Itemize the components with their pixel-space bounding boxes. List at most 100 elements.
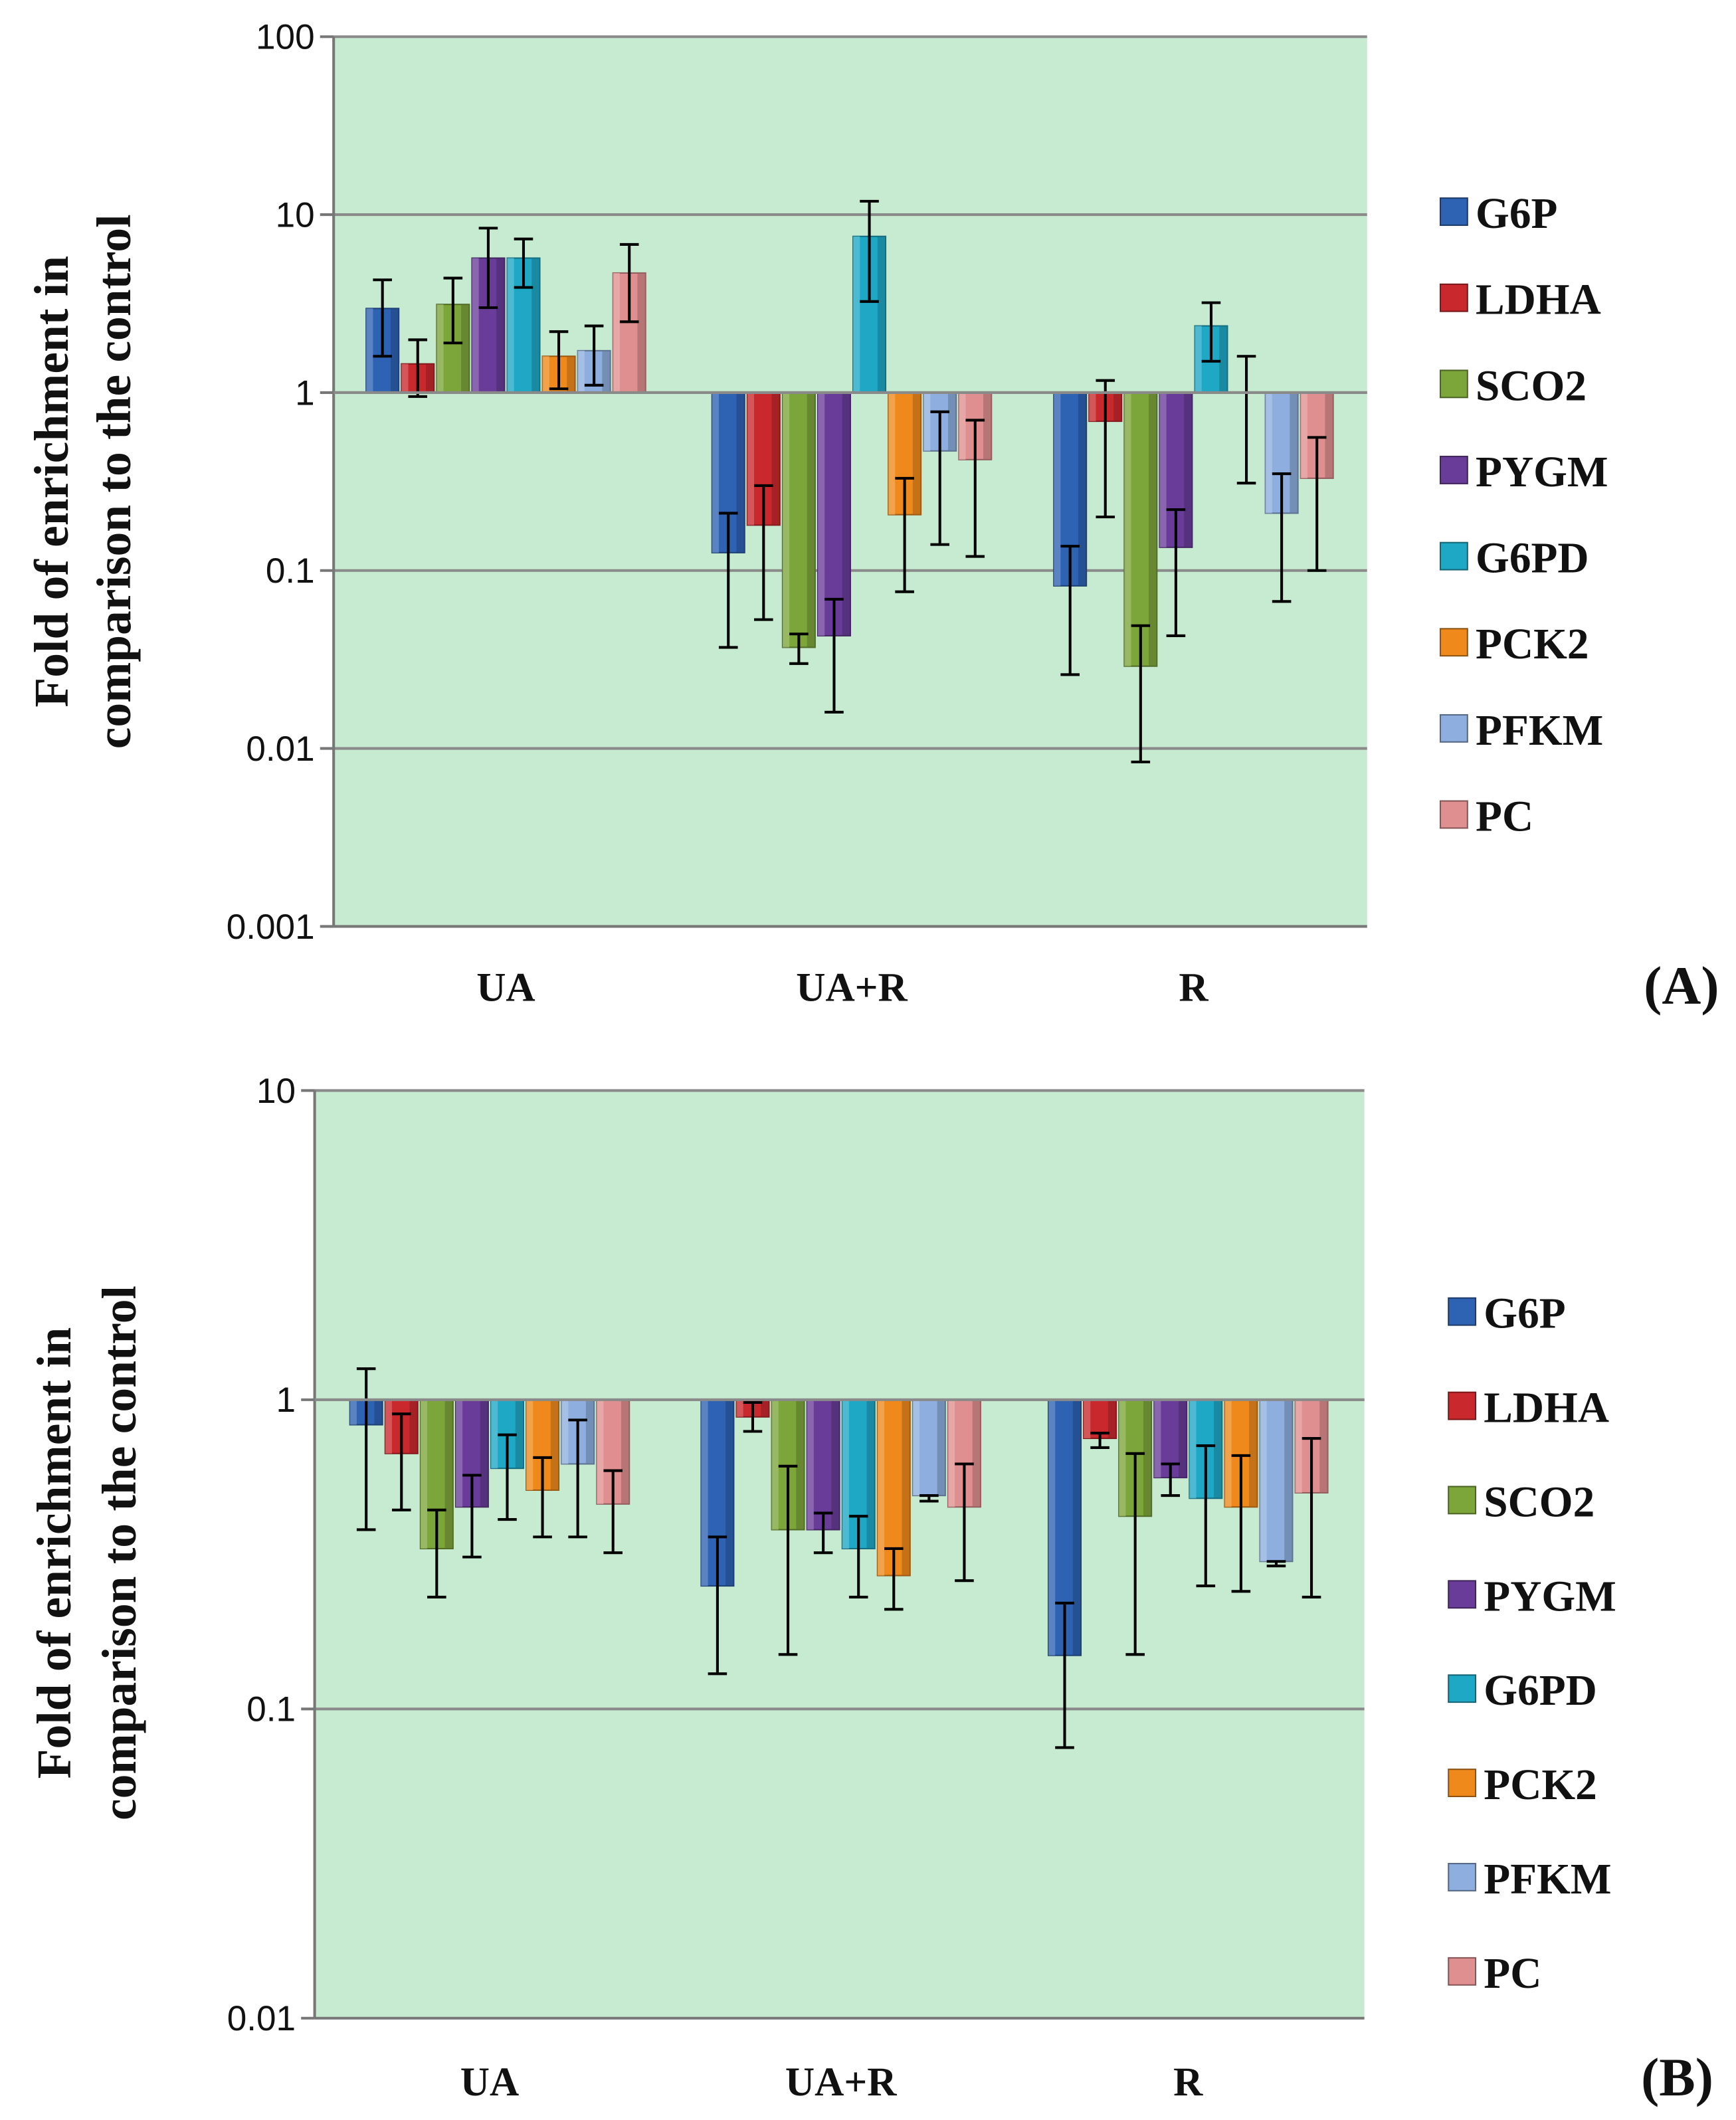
legend-swatch-g6p bbox=[1439, 197, 1468, 227]
bar-shade bbox=[912, 392, 921, 515]
bar-shade bbox=[1078, 392, 1087, 586]
y-tick-label: 1 bbox=[295, 373, 315, 413]
bar-shade bbox=[1178, 1399, 1187, 1478]
legend-swatch-sco2 bbox=[1448, 1486, 1477, 1515]
bar-highlight bbox=[959, 392, 966, 460]
bar-shade bbox=[550, 1399, 559, 1490]
bar-highlight bbox=[420, 1399, 428, 1549]
panel-label: (B) bbox=[1641, 2047, 1713, 2107]
y-tick-label: 0.1 bbox=[266, 551, 315, 591]
bar-highlight bbox=[877, 1399, 884, 1576]
bar-highlight bbox=[455, 1399, 463, 1507]
bar-highlight bbox=[1154, 1399, 1161, 1478]
bar-highlight bbox=[1054, 392, 1061, 586]
bar-highlight bbox=[1260, 1399, 1267, 1562]
chart-a: 0.001 0.01 0.1 1 10 100 UA UA+R R G6P LDHA SCO2 PYGM… bbox=[25, 18, 1719, 1016]
bar-shade bbox=[937, 1399, 945, 1496]
bar-highlight bbox=[736, 1399, 743, 1417]
bar-highlight bbox=[1295, 1399, 1302, 1493]
y-tick-label: 0.01 bbox=[227, 1999, 296, 2038]
bar-shade bbox=[496, 258, 505, 393]
y-axis-label-line1: Fold of enrichment in bbox=[25, 256, 78, 708]
x-category-label: UA bbox=[460, 2060, 519, 2105]
panel-label: (A) bbox=[1644, 955, 1719, 1016]
bar-highlight bbox=[1300, 392, 1307, 478]
bar-highlight bbox=[923, 392, 931, 451]
bar-shade bbox=[902, 1399, 910, 1576]
x-category-label: UA+R bbox=[785, 2060, 897, 2105]
bar-highlight bbox=[401, 363, 409, 393]
bar-shade bbox=[983, 392, 992, 460]
legend-swatch-g6p bbox=[1448, 1297, 1477, 1326]
bar-shade bbox=[807, 392, 815, 648]
legend-swatch-g6pd bbox=[1448, 1674, 1477, 1703]
bar-highlight bbox=[1089, 392, 1096, 422]
bar-shade bbox=[390, 308, 399, 393]
bar-shade bbox=[1290, 392, 1298, 514]
bar-highlight bbox=[561, 1399, 569, 1464]
plot-area bbox=[314, 1090, 1365, 2018]
legend-label: G6PD bbox=[1476, 535, 1589, 583]
bar-shade bbox=[842, 392, 850, 636]
bar-shade bbox=[1184, 392, 1193, 547]
bar-highlight bbox=[366, 308, 373, 393]
legend-label: PCK2 bbox=[1476, 621, 1589, 668]
bar-highlight bbox=[817, 392, 825, 636]
bar-highlight bbox=[747, 392, 755, 526]
bar-highlight bbox=[1084, 1399, 1091, 1439]
legend-swatch-pck2 bbox=[1439, 628, 1468, 657]
y-axis-label-line2: comparison to the control bbox=[87, 214, 141, 749]
legend-label: PYGM bbox=[1476, 448, 1608, 496]
bar-shade bbox=[972, 1399, 981, 1507]
bar-highlight bbox=[472, 258, 479, 393]
bar-highlight bbox=[842, 1399, 849, 1549]
bar-highlight bbox=[1119, 1399, 1126, 1517]
legend-label: PFKM bbox=[1484, 1856, 1611, 1903]
bar-highlight bbox=[712, 392, 719, 553]
x-category-label: UA+R bbox=[796, 965, 908, 1011]
bar-shade bbox=[831, 1399, 840, 1530]
bar-shade bbox=[947, 392, 957, 451]
legend-label: PC bbox=[1484, 1950, 1541, 1998]
bar-highlight bbox=[912, 1399, 920, 1496]
bar-shade bbox=[515, 1399, 524, 1469]
bar-shade bbox=[426, 363, 434, 393]
y-tick-label: 10 bbox=[256, 1072, 296, 1111]
bar-shade bbox=[866, 1399, 875, 1549]
bar-highlight bbox=[577, 350, 585, 393]
legend-swatch-pygm bbox=[1448, 1580, 1477, 1609]
bar-shade bbox=[621, 1399, 630, 1504]
bar-shade bbox=[409, 1399, 418, 1454]
legend-swatch-g6pd bbox=[1439, 541, 1468, 571]
y-tick-label: 0.001 bbox=[227, 908, 315, 947]
bar-highlight bbox=[782, 392, 790, 648]
bar-highlight bbox=[349, 1399, 357, 1425]
bar-shade bbox=[736, 392, 745, 553]
bar-shade bbox=[771, 392, 780, 526]
bar-shade bbox=[1219, 326, 1228, 393]
legend-label: LDHA bbox=[1476, 276, 1601, 324]
bar-highlight bbox=[1195, 326, 1202, 393]
bar-highlight bbox=[701, 1399, 708, 1587]
bar-highlight bbox=[771, 1399, 779, 1530]
legend-swatch-pygm bbox=[1439, 456, 1468, 484]
x-category-label: UA bbox=[476, 965, 535, 1011]
legend-label: LDHA bbox=[1484, 1385, 1609, 1432]
bar-shade bbox=[1113, 392, 1122, 422]
bar-shade bbox=[461, 304, 470, 393]
bar-highlight bbox=[1124, 392, 1131, 666]
x-category-label: R bbox=[1179, 965, 1208, 1011]
y-tick-label: 10 bbox=[276, 195, 315, 235]
bar-shade bbox=[1143, 1399, 1152, 1517]
bar-shade bbox=[1284, 1399, 1293, 1562]
bar-shade bbox=[444, 1399, 453, 1549]
bar-highlight bbox=[436, 304, 444, 393]
legend-swatch-ldha bbox=[1439, 283, 1468, 312]
legend-swatch-pc bbox=[1448, 1957, 1477, 1986]
legend-swatch-pfkm bbox=[1439, 714, 1468, 743]
bar-shade bbox=[602, 350, 611, 393]
bar-shade bbox=[374, 1399, 383, 1425]
bar-highlight bbox=[542, 356, 549, 393]
bar-shade bbox=[761, 1399, 769, 1417]
bar-highlight bbox=[1048, 1399, 1056, 1656]
